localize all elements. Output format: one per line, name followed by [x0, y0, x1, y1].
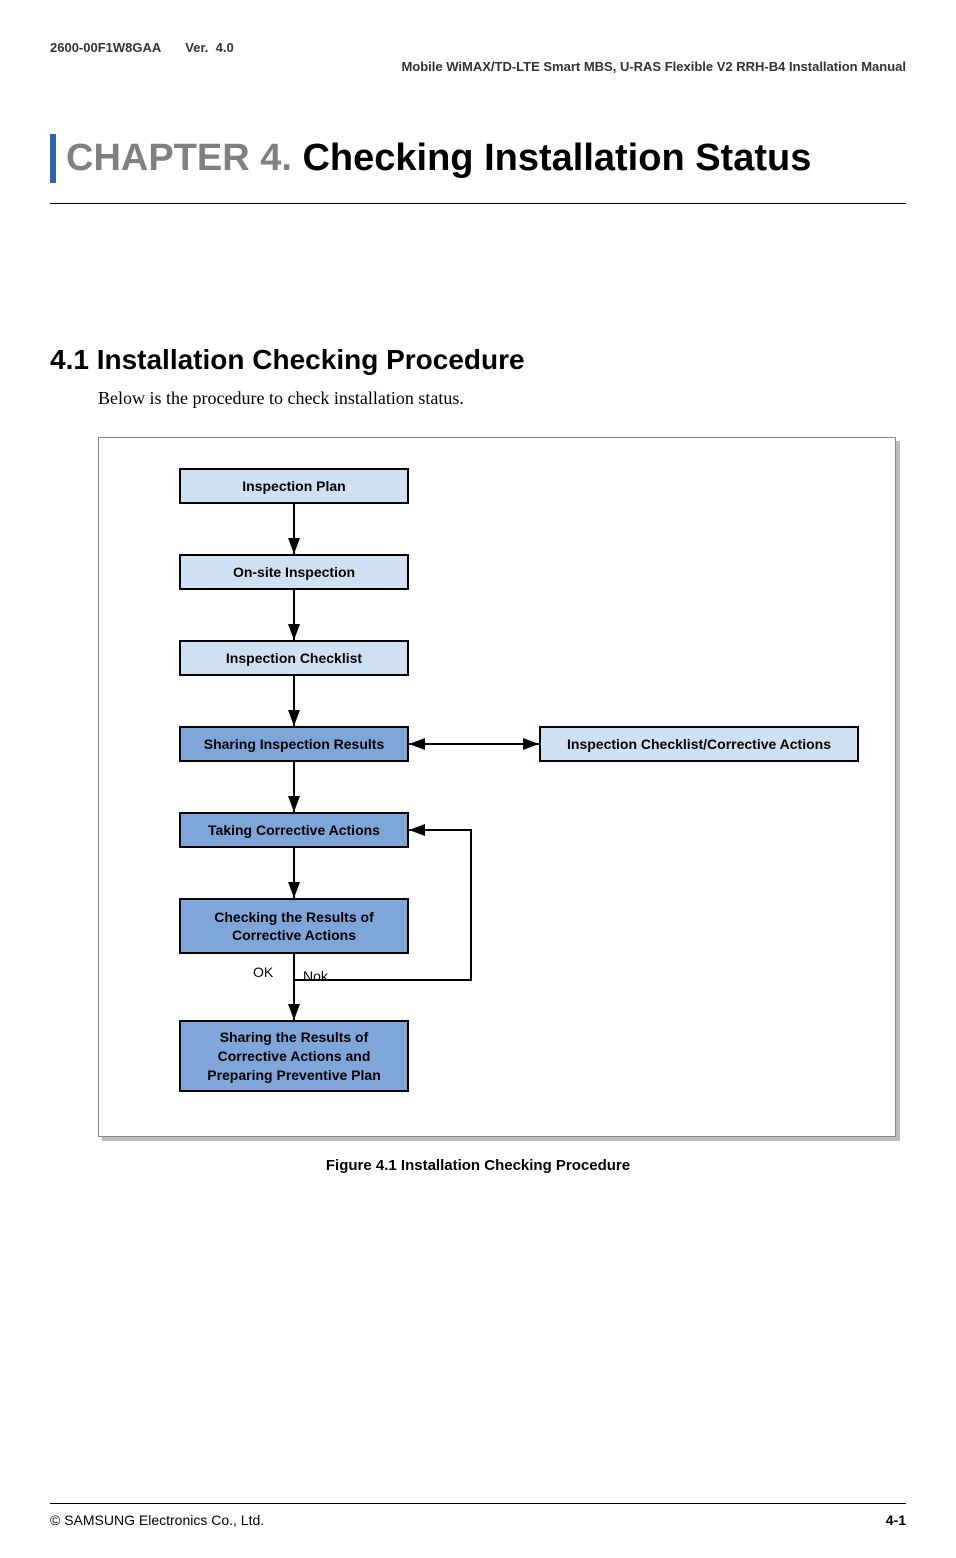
doc-id: 2600-00F1W8GAA — [50, 40, 161, 55]
figure-caption: Figure 4.1 Installation Checking Procedu… — [50, 1157, 906, 1174]
flowchart-container: Inspection Plan On-site Inspection Inspect… — [98, 437, 896, 1137]
section-body: Below is the procedure to check installa… — [98, 388, 906, 409]
section-title: 4.1 Installation Checking Procedure — [50, 344, 906, 376]
divider — [50, 203, 906, 204]
header-top-row: 2600-00F1W8GAA Ver. 4.0 — [50, 40, 906, 55]
copyright: © SAMSUNG Electronics Co., Ltd. — [50, 1512, 264, 1528]
flow-node-n8: Inspection Checklist/Corrective Actions — [539, 726, 859, 762]
flow-node-n7: Sharing the Results ofCorrective Actions… — [179, 1020, 409, 1092]
flow-node-n1: Inspection Plan — [179, 468, 409, 504]
ver: Ver. 4.0 — [185, 40, 233, 55]
flow-node-n6: Checking the Results ofCorrective Action… — [179, 898, 409, 954]
flow-label: OK — [253, 964, 273, 980]
flow-node-n4: Sharing Inspection Results — [179, 726, 409, 762]
chapter-name: Checking Installation Status — [302, 137, 811, 179]
chapter-title-block: CHAPTER 4. Checking Installation Status — [50, 134, 906, 183]
flow-node-n2: On-site Inspection — [179, 554, 409, 590]
manual-title: Mobile WiMAX/TD-LTE Smart MBS, U-RAS Fle… — [50, 59, 906, 74]
page-footer: © SAMSUNG Electronics Co., Ltd. 4-1 — [50, 1503, 906, 1528]
flow-node-n5: Taking Corrective Actions — [179, 812, 409, 848]
page-number: 4-1 — [886, 1512, 906, 1528]
flow-node-n3: Inspection Checklist — [179, 640, 409, 676]
footer-divider — [50, 1503, 906, 1504]
chapter-prefix: CHAPTER 4. — [66, 137, 292, 179]
flow-label: Nok — [303, 968, 328, 984]
